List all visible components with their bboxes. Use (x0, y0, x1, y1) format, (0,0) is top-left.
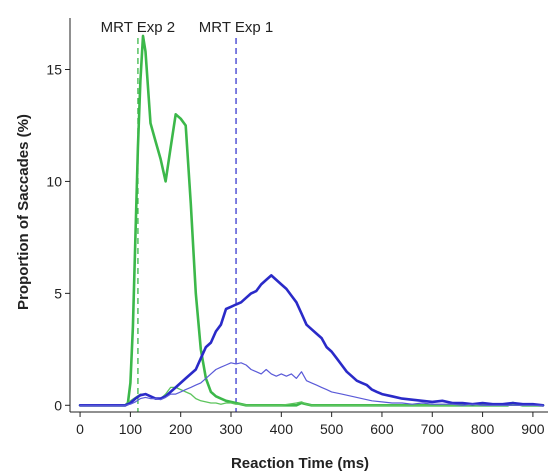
x-tick-label: 700 (421, 421, 445, 437)
y-tick-label: 0 (54, 397, 62, 413)
axis-layer: 0 100 200 300 400 500 600 700 800 900 0 5 10 15 (46, 18, 548, 437)
y-tick-label: 5 (54, 285, 62, 301)
x-tick-label: 400 (270, 421, 294, 437)
x-tick-label: 300 (219, 421, 243, 437)
y-tick-label: 15 (46, 61, 62, 77)
x-tick-label: 900 (521, 421, 545, 437)
x-tick-label: 100 (119, 421, 143, 437)
x-tick-label: 800 (471, 421, 495, 437)
annotation-label: MRT Exp 2 (101, 19, 175, 36)
x-tick-label: 0 (76, 421, 84, 437)
x-tick-label: 200 (169, 421, 193, 437)
series-layer (78, 34, 545, 407)
series-line-3 (78, 274, 545, 407)
x-tick-label: 600 (370, 421, 394, 437)
x-tick-label: 500 (320, 421, 344, 437)
y-tick-label: 10 (46, 173, 62, 189)
x-axis-label: Reaction Time (ms) (231, 455, 369, 472)
series-line-1 (78, 34, 545, 407)
annotation-layer: MRT Exp 2 MRT Exp 1 (101, 19, 273, 412)
series-line-4 (79, 362, 544, 406)
annotation-label: MRT Exp 1 (199, 19, 273, 36)
y-axis-label: Proportion of Saccades (%) (15, 114, 32, 310)
